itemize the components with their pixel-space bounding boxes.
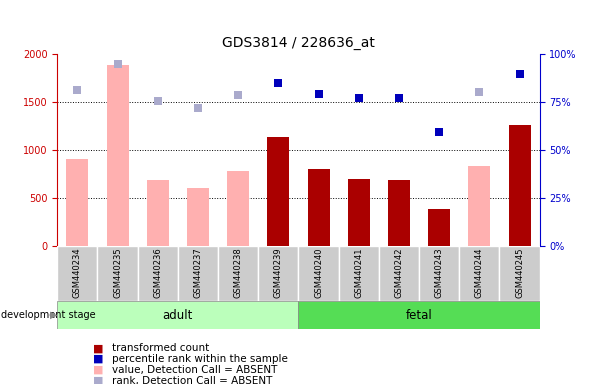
Text: GSM440242: GSM440242: [394, 247, 403, 298]
Text: GSM440240: GSM440240: [314, 247, 323, 298]
Point: [274, 79, 283, 86]
Bar: [469, 166, 490, 246]
Bar: [147, 180, 169, 246]
Point: [72, 87, 82, 93]
Point: [233, 92, 243, 98]
Bar: [227, 171, 249, 246]
Bar: [298, 301, 540, 329]
Bar: [57, 246, 98, 301]
Point: [193, 106, 203, 112]
Text: ▶: ▶: [50, 310, 57, 320]
Point: [113, 61, 122, 68]
Bar: [459, 246, 499, 301]
Point: [394, 95, 404, 101]
Text: GSM440243: GSM440243: [435, 247, 444, 298]
Text: GSM440241: GSM440241: [355, 247, 363, 298]
Bar: [187, 188, 209, 246]
Bar: [348, 179, 370, 246]
Bar: [388, 180, 410, 246]
Bar: [339, 246, 379, 301]
Point: [354, 95, 364, 101]
Text: GSM440238: GSM440238: [234, 247, 242, 298]
Bar: [298, 246, 339, 301]
Bar: [419, 246, 459, 301]
Bar: [428, 209, 450, 246]
Text: value, Detection Call = ABSENT: value, Detection Call = ABSENT: [112, 365, 277, 375]
Text: GSM440234: GSM440234: [73, 247, 82, 298]
Bar: [107, 65, 128, 246]
Bar: [258, 246, 298, 301]
Text: percentile rank within the sample: percentile rank within the sample: [112, 354, 288, 364]
Bar: [66, 159, 89, 246]
Text: transformed count: transformed count: [112, 343, 209, 353]
Bar: [379, 246, 419, 301]
Bar: [508, 125, 531, 246]
Text: GSM440239: GSM440239: [274, 247, 283, 298]
Point: [434, 128, 444, 135]
Text: GSM440245: GSM440245: [515, 247, 524, 298]
Point: [475, 89, 484, 95]
Bar: [267, 137, 289, 246]
Bar: [178, 246, 218, 301]
Text: GSM440236: GSM440236: [153, 247, 162, 298]
Bar: [499, 246, 540, 301]
Text: GSM440244: GSM440244: [475, 247, 484, 298]
Text: adult: adult: [163, 309, 193, 322]
Bar: [218, 246, 258, 301]
Bar: [308, 169, 330, 246]
Point: [153, 98, 163, 104]
Text: ■: ■: [93, 354, 104, 364]
Text: development stage: development stage: [1, 310, 96, 320]
Bar: [137, 246, 178, 301]
Bar: [98, 246, 137, 301]
Text: ■: ■: [93, 343, 104, 353]
Text: fetal: fetal: [406, 309, 432, 322]
Text: rank, Detection Call = ABSENT: rank, Detection Call = ABSENT: [112, 376, 272, 384]
Text: GSM440237: GSM440237: [194, 247, 203, 298]
Bar: [57, 301, 298, 329]
Point: [314, 91, 323, 97]
Text: ■: ■: [93, 376, 104, 384]
Point: [515, 71, 525, 77]
Title: GDS3814 / 228636_at: GDS3814 / 228636_at: [222, 36, 375, 50]
Text: GSM440235: GSM440235: [113, 247, 122, 298]
Text: ■: ■: [93, 365, 104, 375]
